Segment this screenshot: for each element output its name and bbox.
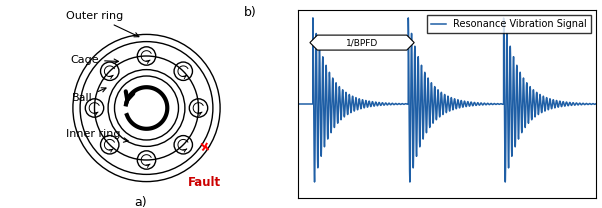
Text: 1/BPFD: 1/BPFD <box>346 38 378 47</box>
Text: Fault: Fault <box>188 176 221 189</box>
Text: b): b) <box>244 6 257 19</box>
Text: Inner ring: Inner ring <box>66 129 128 142</box>
Text: Outer ring: Outer ring <box>66 11 139 37</box>
Text: Ball: Ball <box>72 88 106 103</box>
Polygon shape <box>310 35 414 50</box>
Text: a): a) <box>134 196 146 208</box>
Legend: Resonance Vibration Signal: Resonance Vibration Signal <box>427 15 591 33</box>
Text: Cage: Cage <box>70 55 119 65</box>
